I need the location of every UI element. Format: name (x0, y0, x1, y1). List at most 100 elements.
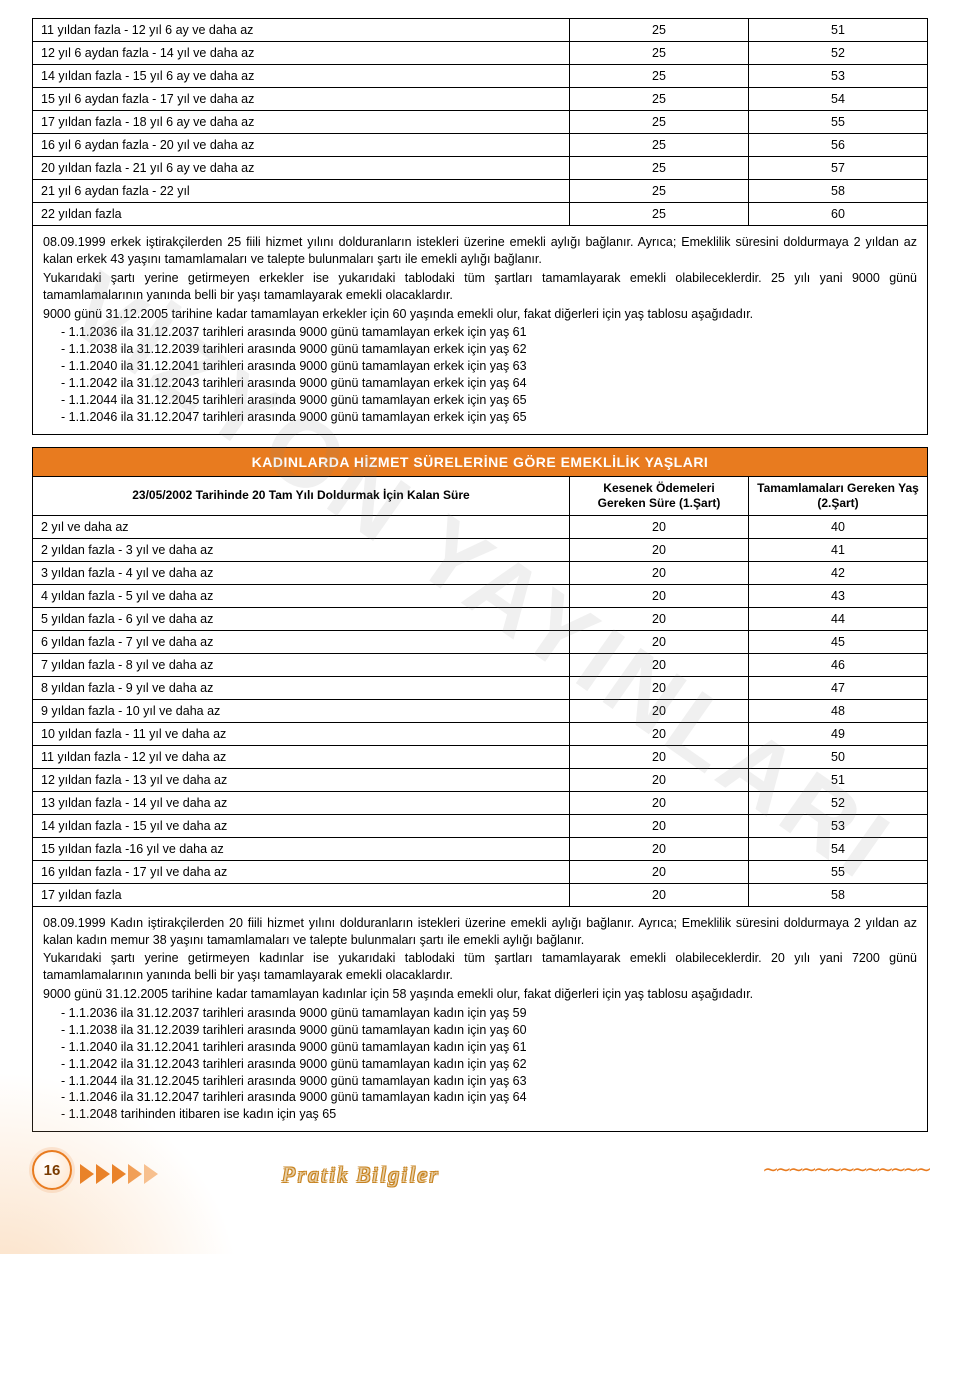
table-row: 11 yıldan fazla - 12 yıl ve daha az2050 (33, 745, 928, 768)
cell-age: 58 (749, 883, 928, 906)
cell-desc: 20 yıldan fazla - 21 yıl 6 ay ve daha az (33, 157, 570, 180)
cell-age: 40 (749, 515, 928, 538)
table-row: 15 yıl 6 aydan fazla - 17 yıl ve daha az… (33, 88, 928, 111)
cell-duration: 20 (570, 676, 749, 699)
cell-desc: 13 yıldan fazla - 14 yıl ve daha az (33, 791, 570, 814)
cell-duration: 20 (570, 768, 749, 791)
notes-paragraph: 9000 günü 31.12.2005 tarihine kadar tama… (43, 306, 917, 323)
table-row: 2 yıldan fazla - 3 yıl ve daha az2041 (33, 538, 928, 561)
cell-desc: 12 yıldan fazla - 13 yıl ve daha az (33, 768, 570, 791)
document-page: VİZYON YAYINLARI 11 yıldan fazla - 12 yı… (0, 0, 960, 1254)
cell-duration: 25 (570, 88, 749, 111)
cell-age: 55 (749, 111, 928, 134)
chevron-icon (80, 1164, 158, 1184)
women-notes-cell: 08.09.1999 Kadın iştirakçilerden 20 fiil… (33, 906, 928, 1132)
women-retirement-table: KADINLARDA HİZMET SÜRELERİNE GÖRE EMEKLİ… (32, 447, 928, 1133)
cell-duration: 25 (570, 180, 749, 203)
table-row: 16 yıldan fazla - 17 yıl ve daha az2055 (33, 860, 928, 883)
cell-desc: 14 yıldan fazla - 15 yıl ve daha az (33, 814, 570, 837)
cell-duration: 20 (570, 584, 749, 607)
table-row: 5 yıldan fazla - 6 yıl ve daha az2044 (33, 607, 928, 630)
notes-paragraph: 08.09.1999 erkek iştirakçilerden 25 fiil… (43, 234, 917, 268)
notes-paragraph: 08.09.1999 Kadın iştirakçilerden 20 fiil… (43, 915, 917, 949)
cell-desc: 7 yıldan fazla - 8 yıl ve daha az (33, 653, 570, 676)
cell-desc: 2 yıl ve daha az (33, 515, 570, 538)
cell-desc: 10 yıldan fazla - 11 yıl ve daha az (33, 722, 570, 745)
footer-title: Pratik Bilgiler (282, 1162, 440, 1188)
table-row: 21 yıl 6 aydan fazla - 22 yıl2558 (33, 180, 928, 203)
cell-age: 51 (749, 19, 928, 42)
notes-bullet: - 1.1.2040 ila 31.12.2041 tarihleri aras… (43, 1039, 917, 1056)
cell-age: 48 (749, 699, 928, 722)
cell-age: 53 (749, 814, 928, 837)
cell-duration: 25 (570, 65, 749, 88)
cell-desc: 22 yıldan fazla (33, 203, 570, 226)
wave-icon: ∼∼∼∼∼∼∼∼∼∼∼∼∼ (762, 1157, 928, 1182)
men-notes-cell: 08.09.1999 erkek iştirakçilerden 25 fiil… (33, 226, 928, 435)
cell-age: 53 (749, 65, 928, 88)
cell-age: 54 (749, 88, 928, 111)
notes-bullet: - 1.1.2046 ila 31.12.2047 tarihleri aras… (43, 409, 917, 426)
cell-duration: 20 (570, 561, 749, 584)
table-row: 8 yıldan fazla - 9 yıl ve daha az2047 (33, 676, 928, 699)
cell-desc: 15 yıldan fazla -16 yıl ve daha az (33, 837, 570, 860)
cell-desc: 4 yıldan fazla - 5 yıl ve daha az (33, 584, 570, 607)
cell-age: 47 (749, 676, 928, 699)
cell-duration: 20 (570, 699, 749, 722)
notes-paragraph: 9000 günü 31.12.2005 tarihine kadar tama… (43, 986, 917, 1003)
cell-duration: 20 (570, 837, 749, 860)
cell-age: 43 (749, 584, 928, 607)
cell-duration: 20 (570, 722, 749, 745)
cell-desc: 15 yıl 6 aydan fazla - 17 yıl ve daha az (33, 88, 570, 111)
notes-bullet: - 1.1.2046 ila 31.12.2047 tarihleri aras… (43, 1089, 917, 1106)
cell-duration: 25 (570, 203, 749, 226)
notes-bullet: - 1.1.2036 ila 31.12.2037 tarihleri aras… (43, 324, 917, 341)
cell-desc: 11 yıldan fazla - 12 yıl ve daha az (33, 745, 570, 768)
notes-bullet: - 1.1.2040 ila 31.12.2041 tarihleri aras… (43, 358, 917, 375)
cell-age: 46 (749, 653, 928, 676)
women-header-col1: 23/05/2002 Tarihinde 20 Tam Yılı Doldurm… (33, 476, 570, 515)
cell-age: 50 (749, 745, 928, 768)
women-header-col3: Tamamlamaları Gereken Yaş (2.Şart) (749, 476, 928, 515)
table-row: 12 yıl 6 aydan fazla - 14 yıl ve daha az… (33, 42, 928, 65)
cell-age: 56 (749, 134, 928, 157)
table-row: 17 yıldan fazla2058 (33, 883, 928, 906)
cell-duration: 20 (570, 653, 749, 676)
notes-bullet: - 1.1.2042 ila 31.12.2043 tarihleri aras… (43, 375, 917, 392)
table-row: 11 yıldan fazla - 12 yıl 6 ay ve daha az… (33, 19, 928, 42)
notes-bullet: - 1.1.2038 ila 31.12.2039 tarihleri aras… (43, 1022, 917, 1039)
cell-desc: 16 yıldan fazla - 17 yıl ve daha az (33, 860, 570, 883)
cell-desc: 12 yıl 6 aydan fazla - 14 yıl ve daha az (33, 42, 570, 65)
cell-duration: 20 (570, 883, 749, 906)
cell-duration: 20 (570, 814, 749, 837)
cell-age: 52 (749, 791, 928, 814)
cell-duration: 20 (570, 538, 749, 561)
cell-desc: 6 yıldan fazla - 7 yıl ve daha az (33, 630, 570, 653)
table-row: 20 yıldan fazla - 21 yıl 6 ay ve daha az… (33, 157, 928, 180)
cell-desc: 3 yıldan fazla - 4 yıl ve daha az (33, 561, 570, 584)
cell-duration: 25 (570, 157, 749, 180)
cell-desc: 11 yıldan fazla - 12 yıl 6 ay ve daha az (33, 19, 570, 42)
women-table-title: KADINLARDA HİZMET SÜRELERİNE GÖRE EMEKLİ… (33, 447, 928, 476)
cell-duration: 25 (570, 111, 749, 134)
cell-age: 57 (749, 157, 928, 180)
table-row: 14 yıldan fazla - 15 yıl 6 ay ve daha az… (33, 65, 928, 88)
cell-desc: 14 yıldan fazla - 15 yıl 6 ay ve daha az (33, 65, 570, 88)
cell-age: 41 (749, 538, 928, 561)
cell-age: 52 (749, 42, 928, 65)
cell-desc: 17 yıldan fazla (33, 883, 570, 906)
notes-bullet: - 1.1.2036 ila 31.12.2037 tarihleri aras… (43, 1005, 917, 1022)
cell-age: 45 (749, 630, 928, 653)
cell-duration: 20 (570, 630, 749, 653)
table-row: 6 yıldan fazla - 7 yıl ve daha az2045 (33, 630, 928, 653)
table-row: 4 yıldan fazla - 5 yıl ve daha az2043 (33, 584, 928, 607)
men-retirement-table: 11 yıldan fazla - 12 yıl 6 ay ve daha az… (32, 18, 928, 435)
table-row: 15 yıldan fazla -16 yıl ve daha az2054 (33, 837, 928, 860)
notes-bullet: - 1.1.2048 tarihinden itibaren ise kadın… (43, 1106, 917, 1123)
table-row: 22 yıldan fazla2560 (33, 203, 928, 226)
women-header-col2: Kesenek Ödemeleri Gereken Süre (1.Şart) (570, 476, 749, 515)
cell-age: 58 (749, 180, 928, 203)
cell-age: 54 (749, 837, 928, 860)
page-footer: 16 Pratik Bilgiler ∼∼∼∼∼∼∼∼∼∼∼∼∼ (32, 1144, 928, 1194)
cell-duration: 25 (570, 19, 749, 42)
